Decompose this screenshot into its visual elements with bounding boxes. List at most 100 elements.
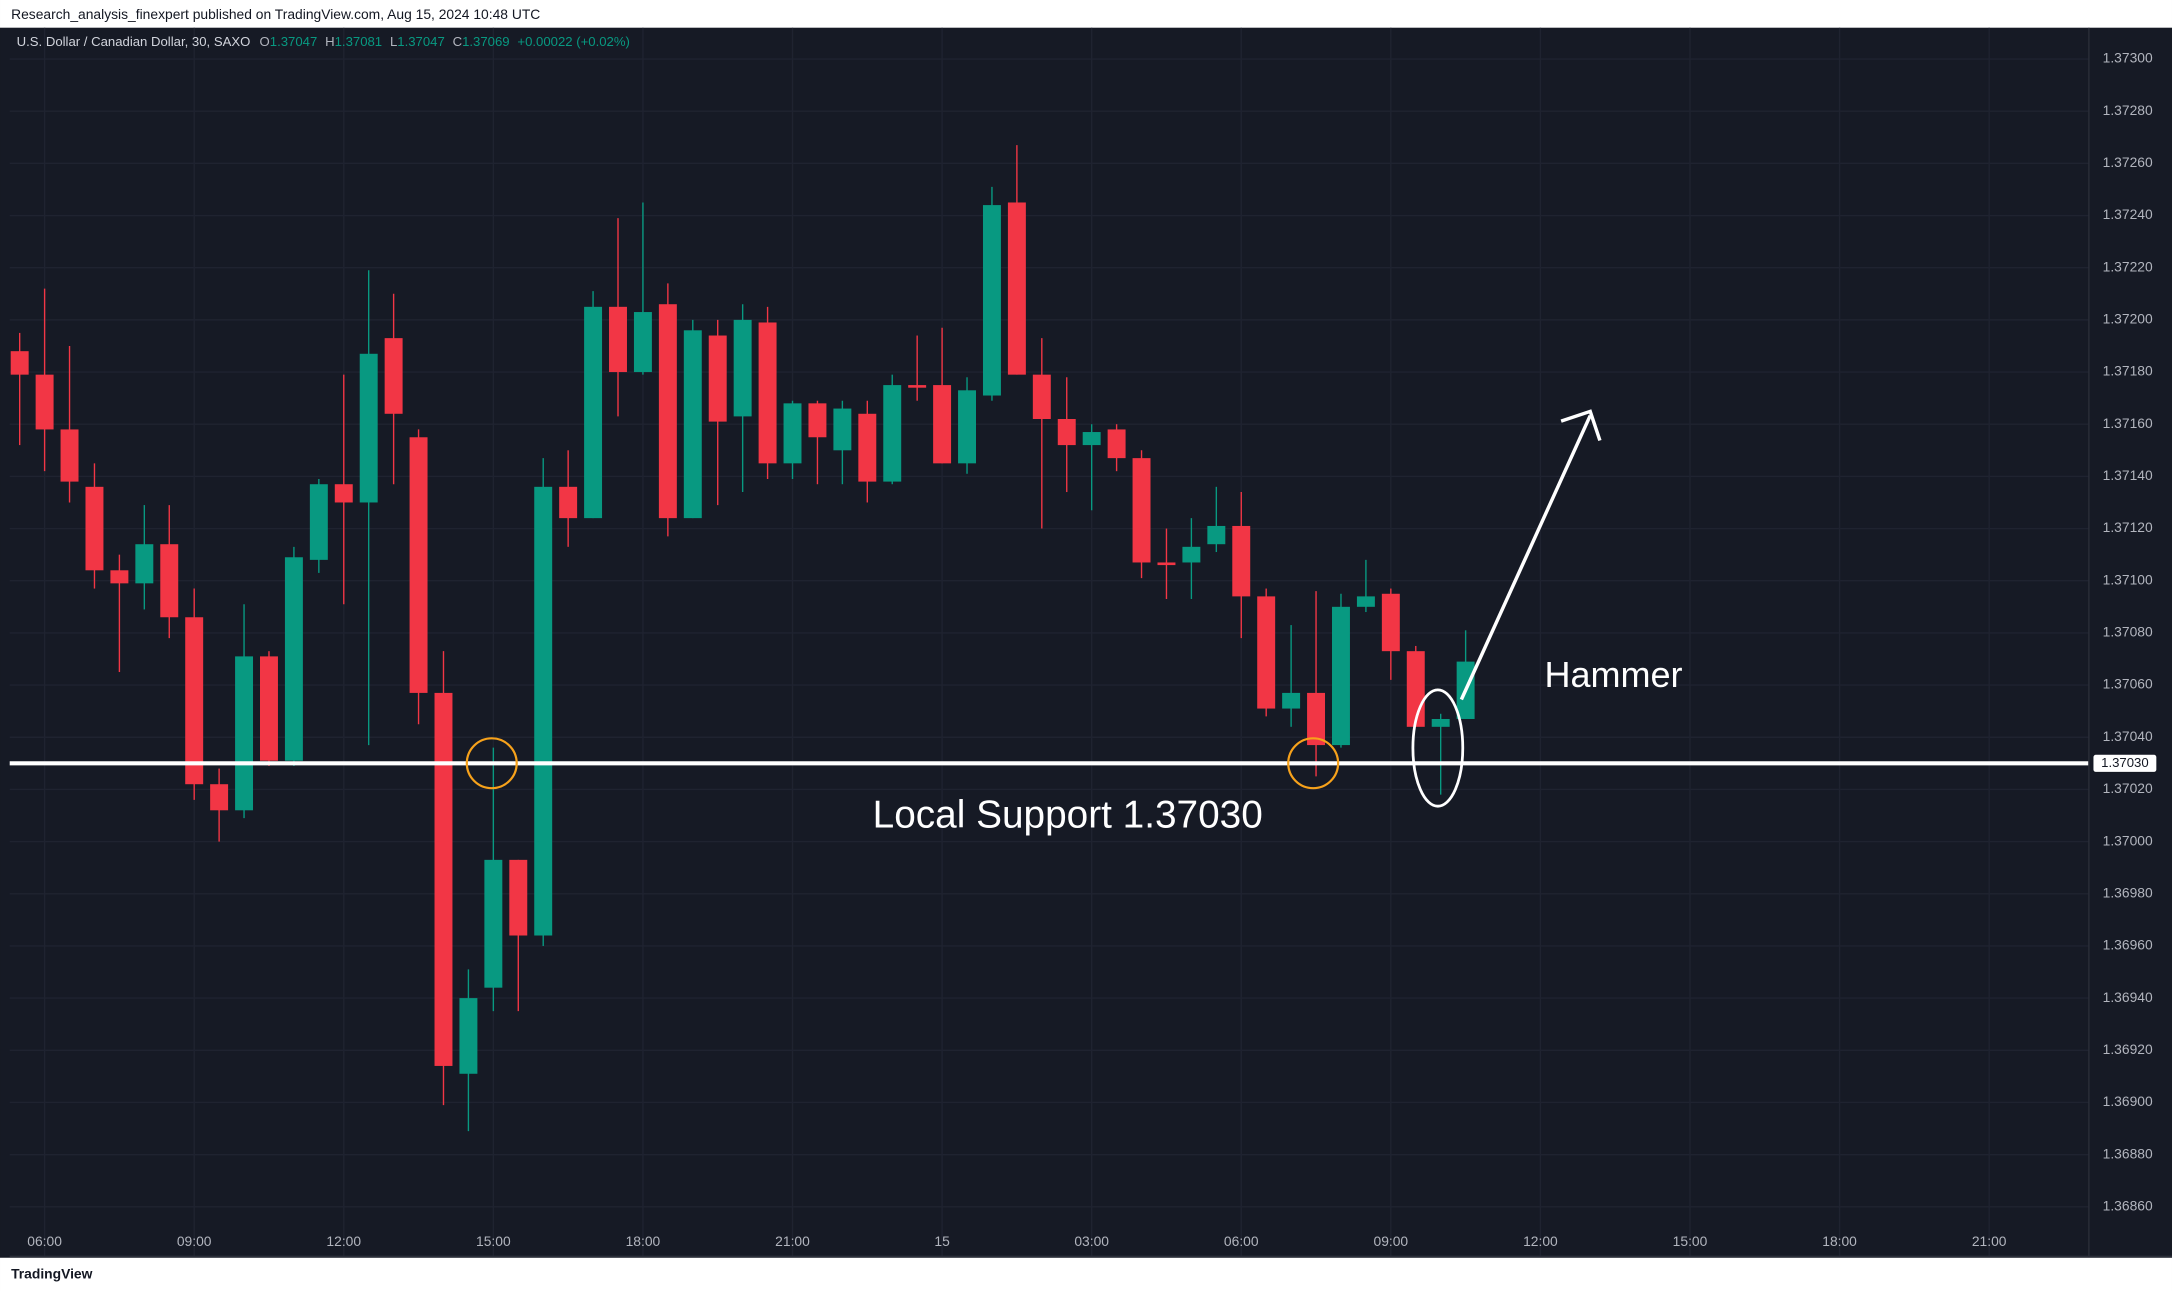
candle-body [758, 322, 777, 464]
y-tick-label: 1.37000 [2103, 832, 2153, 848]
candle-body [683, 330, 702, 519]
candle-body [484, 859, 503, 988]
candle-body [933, 385, 952, 464]
y-tick-label: 1.36900 [2103, 1093, 2153, 1109]
candle-body [833, 408, 852, 451]
candle-body [160, 544, 179, 618]
y-tick-label: 1.36860 [2103, 1197, 2153, 1213]
candle-body [783, 403, 802, 464]
candle-body [260, 656, 278, 761]
y-tick-label: 1.37020 [2103, 780, 2153, 796]
candle-body [1007, 202, 1026, 375]
axes: 1.37300 1.37280 1.37260 1.37240 1.37220 1.372… [27, 50, 2158, 1249]
candle-body [235, 656, 254, 811]
footer-bar [0, 1257, 2172, 1291]
y-tick-label: 1.36960 [2103, 937, 2153, 953]
y-tick-label: 1.37200 [2103, 311, 2153, 327]
y-tick-label: 1.36980 [2103, 884, 2153, 900]
candle-body [409, 437, 428, 693]
support-annotation: Local Support 1.37030 [873, 794, 1263, 837]
candle-body [609, 306, 627, 373]
candles [9, 145, 2089, 1132]
y-tick-label: 1.37160 [2103, 415, 2153, 431]
legend-l-value: 1.37047 [397, 34, 445, 49]
candle-body [908, 385, 927, 388]
candle-body [434, 692, 453, 1066]
x-tick-label: 21:00 [1972, 1233, 2007, 1249]
x-tick-label: 12:00 [326, 1233, 361, 1249]
candle-body [334, 484, 353, 503]
candle-body [883, 385, 902, 482]
y-tick-label: 1.37300 [2103, 50, 2153, 66]
x-tick-label: 18:00 [1822, 1233, 1857, 1249]
candle-body [982, 205, 1001, 396]
candle-body [1057, 418, 1076, 446]
header-text: Research_analysis_finexpert published on… [11, 6, 540, 22]
candle-body [185, 617, 204, 785]
candle-body [958, 390, 976, 464]
candle-body [633, 312, 652, 373]
legend-o-value: 1.37047 [270, 34, 318, 49]
candle-body [110, 570, 129, 584]
legend-h-label: H [325, 34, 335, 49]
candle-body [309, 484, 328, 560]
legend-change: +0.00022 (+0.02%) [517, 34, 630, 49]
y-tick-label: 1.37080 [2103, 624, 2153, 640]
candle-body [135, 544, 154, 584]
x-tick-label: 06:00 [27, 1233, 62, 1249]
candle-body [1381, 593, 1400, 652]
x-tick-label: 21:00 [775, 1233, 810, 1249]
x-tick-label: 06:00 [1224, 1233, 1259, 1249]
y-tick-label: 1.37220 [2103, 258, 2153, 274]
candle-body [1307, 692, 1326, 746]
footer-text: TradingView [11, 1265, 93, 1281]
y-tick-label: 1.37140 [2103, 467, 2153, 483]
legend: U.S. Dollar / Canadian Dollar, 30, SAXO … [17, 34, 630, 49]
candle-body [60, 429, 79, 482]
candle-body [1356, 596, 1375, 607]
y-tick-label: 1.37180 [2103, 363, 2153, 379]
candle-body [1157, 562, 1176, 566]
y-tick-label: 1.37100 [2103, 571, 2153, 587]
y-tick-label: 1.37040 [2103, 728, 2153, 744]
candle-body [1082, 432, 1101, 446]
candle-body [509, 859, 528, 936]
legend-h-value: 1.37081 [335, 34, 383, 49]
y-tick-label: 1.37120 [2103, 519, 2153, 535]
candle-body [1257, 596, 1276, 709]
y-tick-label: 1.36920 [2103, 1041, 2153, 1057]
support-label-box [2092, 753, 2158, 773]
x-tick-label: 18:00 [626, 1233, 661, 1249]
candle-body [1182, 546, 1201, 563]
highlight-circle [1287, 737, 1340, 790]
grid [9, 27, 2089, 1257]
candle-body [559, 486, 578, 519]
candle-body [1332, 606, 1350, 746]
candle-body [459, 998, 478, 1074]
candle-body [1132, 458, 1151, 563]
y-tick-label: 1.37240 [2103, 206, 2153, 222]
hammer-annotation: Hammer [1544, 654, 1682, 695]
y-tick-label: 1.36880 [2103, 1145, 2153, 1161]
candle-body [359, 353, 378, 503]
candle-body [708, 335, 727, 422]
legend-symbol: U.S. Dollar / Canadian Dollar, 30, SAXO [17, 34, 251, 49]
candle-body [1207, 525, 1226, 545]
x-tick-label: 15 [934, 1233, 950, 1249]
candle-body [1282, 692, 1301, 709]
candle-body [284, 557, 303, 761]
hammer-ellipse [1411, 688, 1465, 808]
candle-body [85, 486, 104, 571]
legend-l-label: L [390, 34, 397, 49]
candle-body [1431, 718, 1450, 727]
candle-body [10, 351, 29, 375]
y-tick-label: 1.37060 [2103, 676, 2153, 692]
legend-c-label: C [453, 34, 463, 49]
candle-body [1107, 429, 1126, 459]
x-tick-label: 15:00 [476, 1233, 511, 1249]
candle-body [210, 784, 229, 811]
candle-body [584, 306, 603, 519]
footer-logo: TradingView [11, 1265, 93, 1281]
